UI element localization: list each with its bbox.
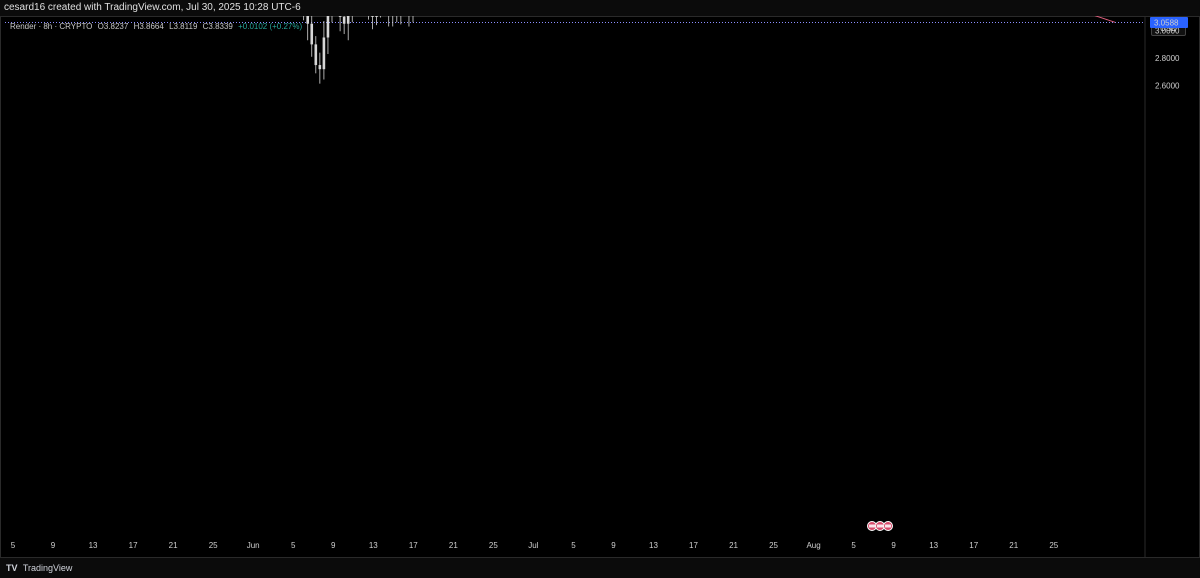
x-tick-label: 5	[11, 541, 16, 550]
price-label-bg	[1150, 16, 1188, 28]
event-flag-icon-stripe	[885, 524, 891, 528]
trendline	[1094, 16, 1116, 23]
x-tick-label: 5	[571, 541, 576, 550]
candle-body	[342, 16, 346, 24]
x-tick-label: 21	[729, 541, 738, 550]
symbol-name: Render · 8h · CRYPTO	[10, 22, 93, 31]
x-tick-label: Jun	[247, 541, 260, 550]
candles	[303, 16, 414, 84]
price-label: 3.0588	[1154, 18, 1179, 27]
x-tick-label: 21	[169, 541, 178, 550]
candle-body	[326, 16, 330, 38]
x-tick-label: 13	[929, 541, 938, 550]
candle-body	[314, 44, 318, 66]
x-tick-label: 5	[291, 541, 296, 550]
x-tick-label: 21	[1009, 541, 1018, 550]
y-tick-label: 2.8000	[1155, 54, 1180, 63]
candle-body	[338, 16, 342, 17]
ohlc-close: C3.8339	[202, 22, 233, 31]
candle-body	[346, 16, 350, 24]
attribution-text: cesard16 created with TradingView.com, J…	[4, 2, 301, 13]
price-chart[interactable]: MDAY-HMDAY-L6.00005.80005.60005.40005.20…	[0, 16, 1200, 558]
ohlc-change: +0.0102 (+0.27%)	[238, 22, 303, 31]
x-tick-label: 25	[769, 541, 778, 550]
footer-brand: TradingView	[22, 563, 73, 573]
candle-body	[318, 65, 322, 70]
event-flag-icon-stripe	[869, 524, 875, 528]
x-tick-label: 25	[1049, 541, 1058, 550]
candle-body	[310, 23, 314, 45]
ohlc-low: L3.8119	[169, 22, 198, 31]
y-tick-label: 2.6000	[1155, 82, 1180, 91]
x-tick-label: 17	[689, 541, 698, 550]
x-tick-label: 13	[649, 541, 658, 550]
y-tick-label: 3.0000	[1155, 27, 1180, 36]
candle-body	[371, 16, 374, 17]
candle-body	[306, 16, 309, 24]
ohlc-high: H3.8664	[133, 22, 164, 31]
candle-body	[322, 37, 326, 70]
x-tick-label: Aug	[806, 541, 820, 550]
x-tick-label: 17	[129, 541, 138, 550]
x-tick-label: Jul	[528, 541, 538, 550]
x-tick-label: 13	[369, 541, 378, 550]
symbol-legend: Render · 8h · CRYPTO O3.8237 H3.8664 L3.…	[10, 22, 305, 31]
x-tick-label: 25	[489, 541, 498, 550]
event-flag-icon-stripe	[877, 524, 883, 528]
ohlc-open: O3.8237	[97, 22, 129, 31]
attribution-bar: cesard16 created with TradingView.com, J…	[0, 0, 1200, 16]
x-tick-label: 13	[89, 541, 98, 550]
x-tick-label: 17	[409, 541, 418, 550]
footer-bar: TV TradingView	[0, 558, 1200, 578]
x-tick-label: 9	[611, 541, 616, 550]
tradingview-logo-icon: TV	[6, 563, 18, 573]
x-tick-label: 9	[51, 541, 56, 550]
x-tick-label: 25	[209, 541, 218, 550]
candle-body	[375, 16, 378, 17]
x-tick-label: 5	[851, 541, 856, 550]
x-tick-label: 17	[969, 541, 978, 550]
x-tick-label: 9	[331, 541, 336, 550]
x-tick-label: 9	[891, 541, 896, 550]
x-tick-label: 21	[449, 541, 458, 550]
